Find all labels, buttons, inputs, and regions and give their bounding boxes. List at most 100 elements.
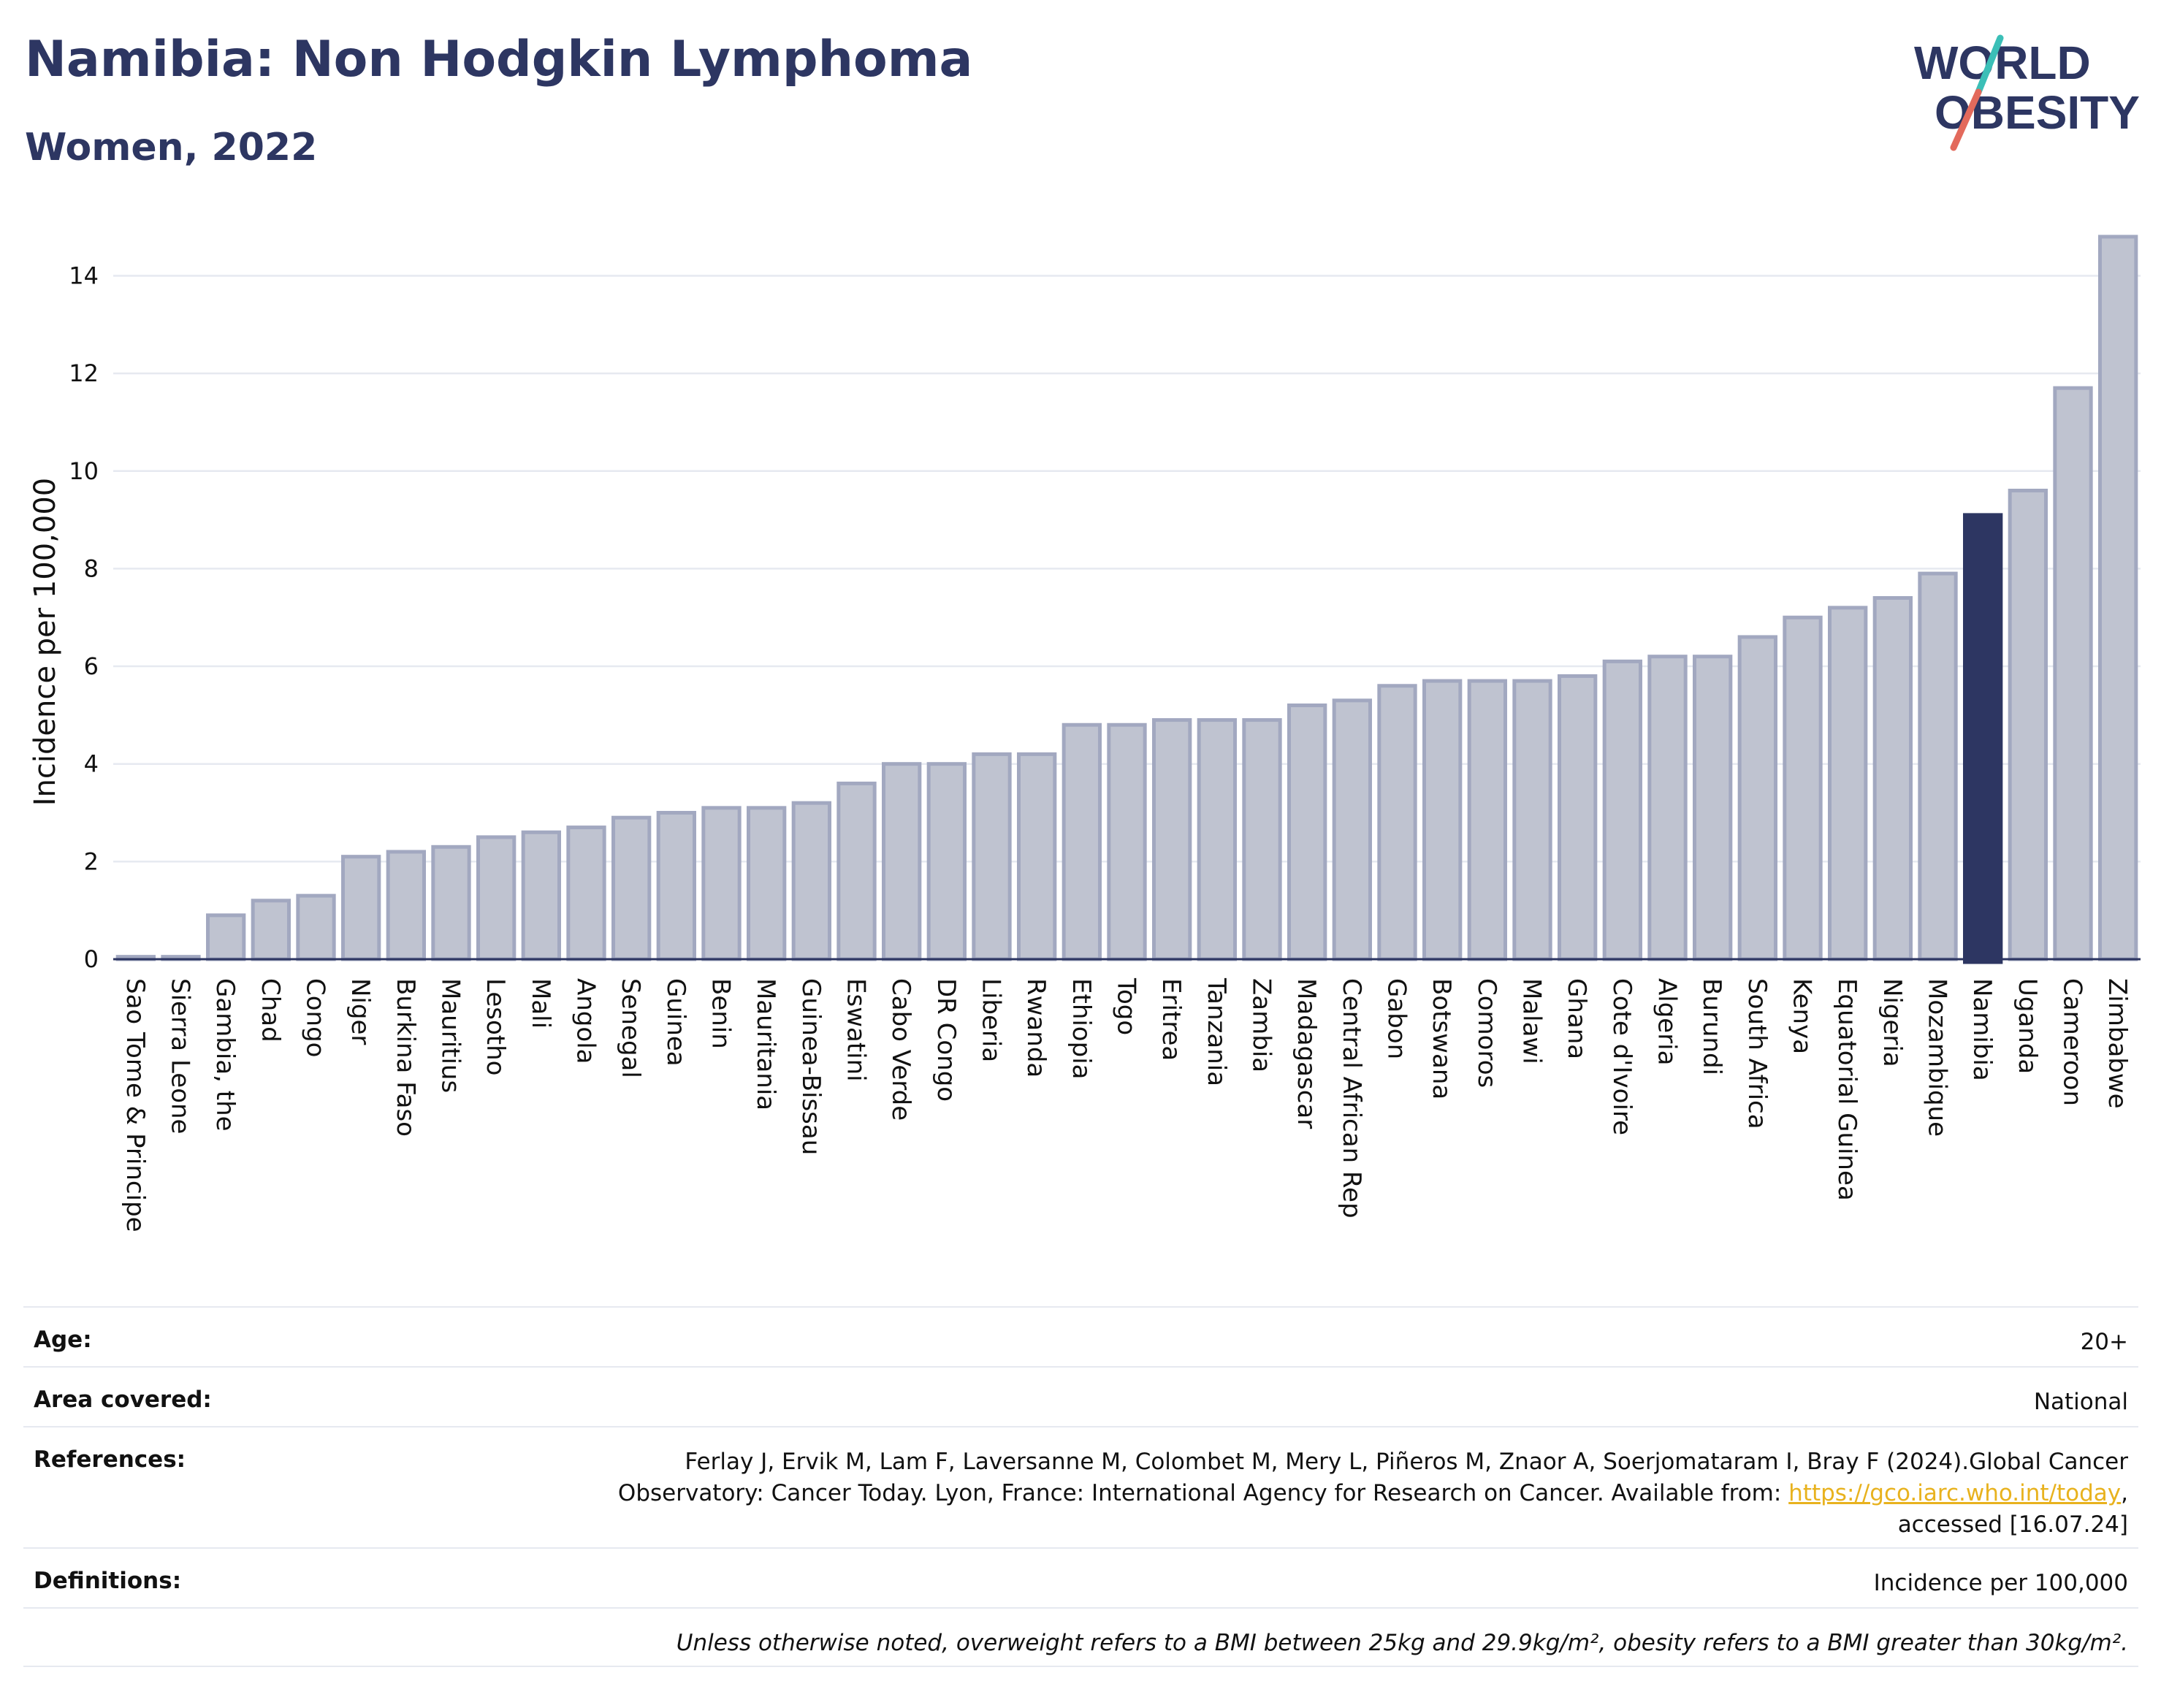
page-subtitle: Women, 2022	[25, 126, 318, 169]
bar-burkina-faso[interactable]	[386, 850, 427, 961]
area-value: National	[2033, 1389, 2128, 1415]
references-suffix: , accessed [16.07.24]	[1897, 1480, 2128, 1538]
bar-namibia[interactable]	[1963, 513, 2003, 964]
bar-south-africa[interactable]	[1737, 635, 1778, 961]
x-tick-label: Tanzania	[1202, 977, 1231, 1086]
bar-congo[interactable]	[296, 893, 336, 961]
x-tick-label: Cabo Verde	[886, 978, 915, 1121]
bar-rwanda[interactable]	[1017, 752, 1057, 961]
bar-eritrea[interactable]	[1152, 718, 1192, 961]
x-tick-label: Zambia	[1247, 978, 1276, 1072]
x-tick-label: Burundi	[1697, 978, 1726, 1075]
x-tick-label: Zimbabwe	[2103, 978, 2132, 1109]
x-tick-label: Kenya	[1788, 978, 1817, 1054]
bar-burundi[interactable]	[1693, 655, 1733, 961]
x-tick-label: Niger	[346, 978, 375, 1045]
bar-niger[interactable]	[341, 855, 381, 961]
x-tick-label: Central African Rep	[1337, 978, 1366, 1219]
references-link[interactable]: https://gco.iarc.who.int/today	[1788, 1480, 2122, 1506]
bar-mali[interactable]	[521, 830, 562, 961]
bar-madagascar[interactable]	[1287, 704, 1327, 961]
x-tick-label: Rwanda	[1021, 978, 1051, 1078]
bar-zimbabwe[interactable]	[2098, 235, 2138, 961]
bar-angola[interactable]	[566, 826, 606, 961]
logo-line2: OBESITY	[1935, 86, 2140, 139]
x-tick-label: Benin	[706, 978, 736, 1049]
bar-benin[interactable]	[701, 806, 742, 961]
x-tick-label: Gabon	[1382, 978, 1411, 1059]
bar-guinea-bissau[interactable]	[791, 801, 831, 961]
bar-lesotho[interactable]	[476, 835, 517, 961]
bar-comoros[interactable]	[1467, 679, 1507, 961]
meta-row-references: References: Ferlay J, Ervik M, Lam F, La…	[23, 1426, 2138, 1547]
x-tick-label: Guinea	[661, 978, 690, 1067]
bar-cote-d-ivoire[interactable]	[1602, 659, 1643, 961]
x-tick-label: DR Congo	[931, 978, 961, 1102]
x-tick-label: Botswana	[1427, 978, 1456, 1099]
bar-senegal[interactable]	[611, 815, 652, 961]
world-obesity-logo: WORLD OBESITY	[1914, 34, 2140, 151]
bar-malawi[interactable]	[1512, 679, 1552, 961]
y-tick-label: 12	[69, 359, 99, 387]
bar-ethiopia[interactable]	[1062, 723, 1102, 961]
bar-cameroon[interactable]	[2053, 386, 2093, 961]
x-tick-label: Lesotho	[481, 978, 510, 1075]
x-tick-label: Eswatini	[842, 978, 871, 1082]
y-tick-label: 0	[84, 945, 99, 973]
age-label: Age:	[34, 1327, 92, 1353]
age-value: 20+	[2080, 1329, 2128, 1355]
bar-gabon[interactable]	[1377, 684, 1417, 961]
x-tick-label: Togo	[1112, 977, 1141, 1035]
bar-nigeria[interactable]	[1872, 596, 1913, 961]
x-tick-label: Burkina Faso	[391, 978, 420, 1137]
x-tick-label: Mozambique	[1923, 978, 1952, 1137]
logo-slash-coral	[1950, 88, 1982, 151]
bar-guinea[interactable]	[656, 811, 697, 961]
bar-liberia[interactable]	[972, 752, 1012, 961]
bar-zambia[interactable]	[1242, 718, 1282, 961]
x-tick-label: Senegal	[616, 978, 645, 1078]
bar-botswana[interactable]	[1422, 679, 1463, 961]
meta-row-area: Area covered: National	[23, 1366, 2138, 1426]
x-tick-label: Angola	[571, 978, 601, 1064]
y-tick-label: 14	[69, 262, 99, 289]
x-tick-label: Eritrea	[1156, 978, 1186, 1061]
bar-uganda[interactable]	[2008, 488, 2048, 961]
y-tick-label: 8	[84, 554, 99, 582]
references-value: Ferlay J, Ervik M, Lam F, Laversanne M, …	[594, 1427, 2128, 1541]
x-tick-label: Mauritania	[751, 978, 780, 1110]
bar-mauritania[interactable]	[747, 806, 787, 961]
bar-eswatini[interactable]	[836, 781, 877, 961]
x-tick-label: Sierra Leone	[166, 978, 195, 1134]
x-tick-label: Guinea-Bissau	[796, 978, 826, 1155]
y-axis-label: Incidence per 100,000	[28, 478, 62, 807]
x-tick-label: Mali	[526, 978, 555, 1029]
bar-dr-congo[interactable]	[926, 762, 967, 961]
area-label: Area covered:	[34, 1387, 212, 1413]
definitions-label: Definitions:	[34, 1568, 182, 1594]
bar-algeria[interactable]	[1647, 655, 1688, 961]
bar-chad[interactable]	[251, 899, 291, 961]
x-tick-label: Gambia, the	[210, 978, 240, 1132]
metadata-table: Age: 20+ Area covered: National Referenc…	[23, 1306, 2138, 1667]
x-tick-label: Comoros	[1472, 978, 1501, 1088]
bar-equatorial-guinea[interactable]	[1828, 606, 1868, 961]
x-tick-label: Congo	[301, 978, 330, 1057]
x-tick-label: Liberia	[977, 978, 1006, 1062]
bar-cabo-verde[interactable]	[882, 762, 922, 961]
x-tick-label: Uganda	[2013, 978, 2042, 1074]
bar-gambia-the[interactable]	[206, 913, 246, 961]
bar-kenya[interactable]	[1783, 615, 1823, 961]
x-tick-label: Namibia	[1967, 978, 1997, 1081]
bar-ghana[interactable]	[1558, 674, 1598, 961]
bar-mauritius[interactable]	[431, 845, 471, 961]
x-tick-label: Chad	[256, 978, 285, 1042]
x-tick-label: Cameroon	[2058, 978, 2087, 1106]
definitions-value: Incidence per 100,000	[1873, 1570, 2128, 1596]
bar-tanzania[interactable]	[1197, 718, 1237, 961]
bar-mozambique[interactable]	[1918, 571, 1958, 961]
meta-row-age: Age: 20+	[23, 1306, 2138, 1366]
y-tick-label: 10	[69, 457, 99, 485]
bar-togo[interactable]	[1107, 723, 1147, 961]
bar-central-african-rep[interactable]	[1332, 698, 1372, 961]
